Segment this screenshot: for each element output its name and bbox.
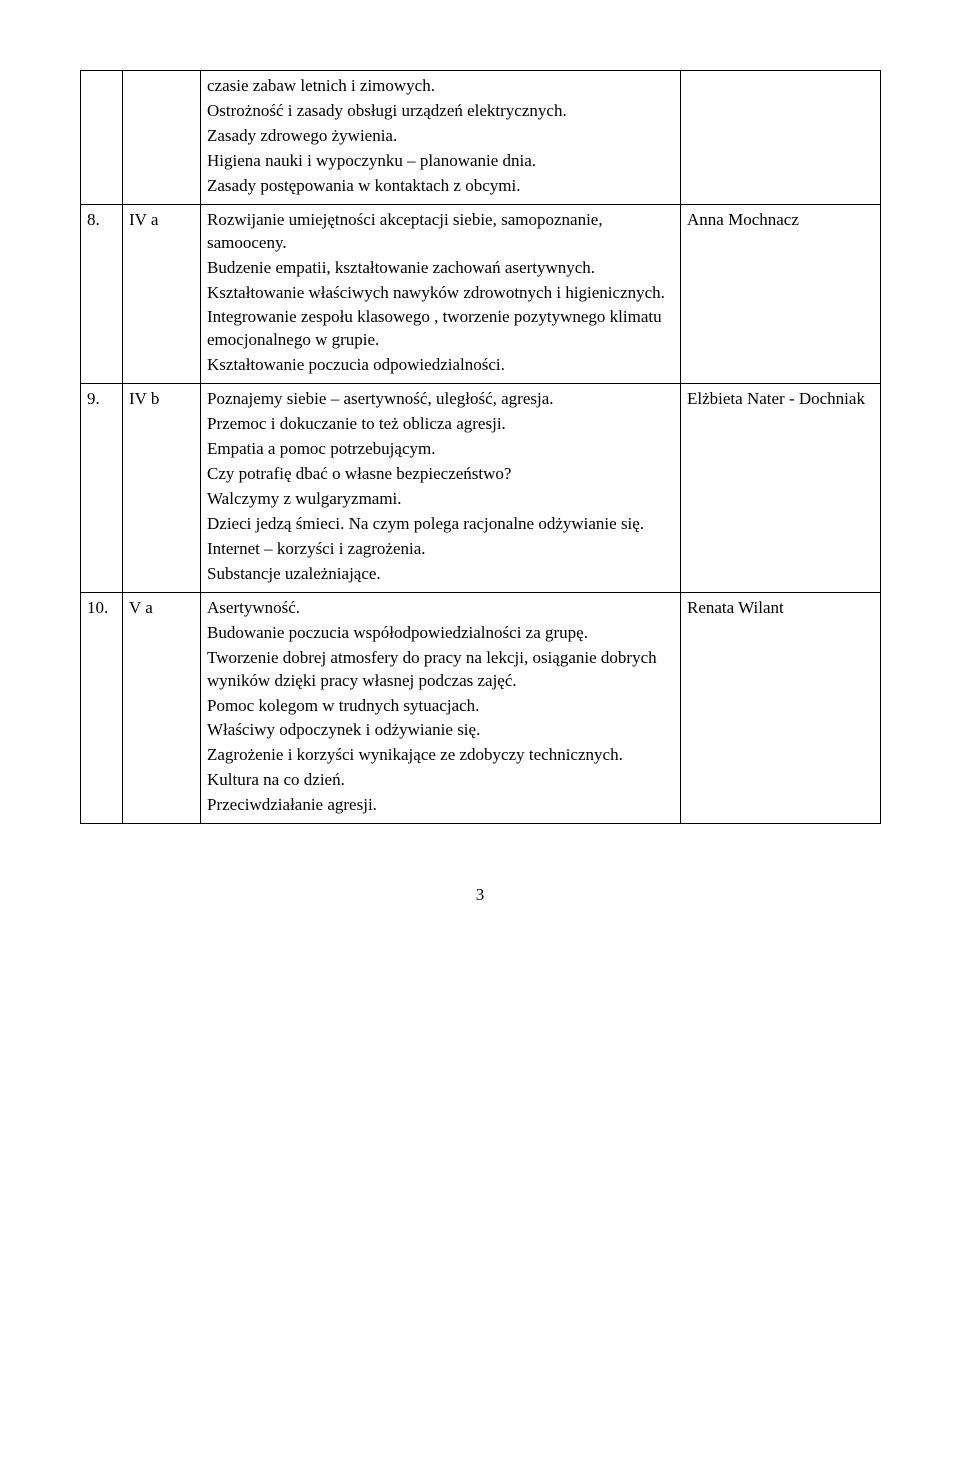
table-body: czasie zabaw letnich i zimowych.Ostrożno… [81,71,881,824]
content-cell: czasie zabaw letnich i zimowych.Ostrożno… [201,71,681,205]
row-number-cell: 9. [81,384,123,593]
author-cell: Renata Wilant [681,592,881,823]
content-line: Zasady postępowania w kontaktach z obcym… [207,175,674,198]
content-line: Tworzenie dobrej atmosfery do pracy na l… [207,647,674,693]
table-row: czasie zabaw letnich i zimowych.Ostrożno… [81,71,881,205]
content-cell: Asertywność.Budowanie poczucia współodpo… [201,592,681,823]
table-row: 8.IV aRozwijanie umiejętności akceptacji… [81,204,881,384]
page-number: 3 [80,884,880,907]
class-cell: IV a [123,204,201,384]
class-cell [123,71,201,205]
content-line: Zasady zdrowego żywienia. [207,125,674,148]
content-line: Dzieci jedzą śmieci. Na czym polega racj… [207,513,674,536]
content-line: czasie zabaw letnich i zimowych. [207,75,674,98]
class-cell: IV b [123,384,201,593]
content-line: Empatia a pomoc potrzebującym. [207,438,674,461]
row-number-cell [81,71,123,205]
content-line: Przemoc i dokuczanie to też oblicza agre… [207,413,674,436]
content-line: Właściwy odpoczynek i odżywianie się. [207,719,674,742]
author-cell: Elżbieta Nater - Dochniak [681,384,881,593]
content-line: Pomoc kolegom w trudnych sytuacjach. [207,695,674,718]
content-cell: Rozwijanie umiejętności akceptacji siebi… [201,204,681,384]
row-number-cell: 10. [81,592,123,823]
content-line: Poznajemy siebie – asertywność, uległość… [207,388,674,411]
content-line: Czy potrafię dbać o własne bezpieczeństw… [207,463,674,486]
content-line: Ostrożność i zasady obsługi urządzeń ele… [207,100,674,123]
content-line: Przeciwdziałanie agresji. [207,794,674,817]
content-line: Kultura na co dzień. [207,769,674,792]
content-cell: Poznajemy siebie – asertywność, uległość… [201,384,681,593]
content-table: czasie zabaw letnich i zimowych.Ostrożno… [80,70,881,824]
content-line: Zagrożenie i korzyści wynikające ze zdob… [207,744,674,767]
content-line: Asertywność. [207,597,674,620]
content-line: Higiena nauki i wypoczynku – planowanie … [207,150,674,173]
table-row: 9.IV b Poznajemy siebie – asertywność, ul… [81,384,881,593]
content-line: Walczymy z wulgaryzmami. [207,488,674,511]
author-cell: Anna Mochnacz [681,204,881,384]
content-line: Substancje uzależniające. [207,563,674,586]
content-line: Budzenie empatii, kształtowanie zachowań… [207,257,674,280]
class-cell: V a [123,592,201,823]
content-line: Integrowanie zespołu klasowego , tworzen… [207,306,674,352]
page-container: czasie zabaw letnich i zimowych.Ostrożno… [0,0,960,947]
author-cell [681,71,881,205]
content-line: Internet – korzyści i zagrożenia. [207,538,674,561]
content-line: Kształtowanie poczucia odpowiedzialności… [207,354,674,377]
content-line: Rozwijanie umiejętności akceptacji siebi… [207,209,674,255]
content-line: Budowanie poczucia współodpowiedzialnośc… [207,622,674,645]
row-number-cell: 8. [81,204,123,384]
content-line: Kształtowanie właściwych nawyków zdrowot… [207,282,674,305]
table-row: 10.V aAsertywność.Budowanie poczucia wsp… [81,592,881,823]
